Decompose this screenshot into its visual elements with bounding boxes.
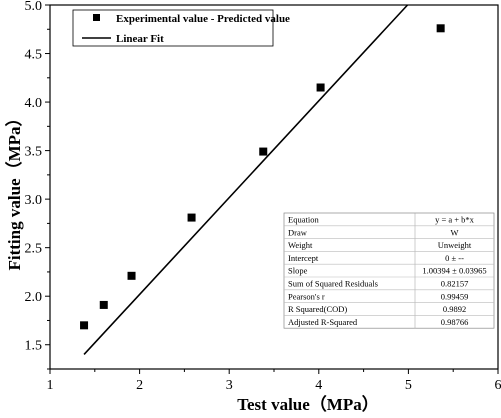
legend-label: Linear Fit	[116, 33, 164, 45]
stats-label: Sum of Squared Residuals	[288, 279, 378, 289]
stats-value: 0.99459	[441, 291, 469, 301]
x-tick-label: 3	[226, 378, 233, 393]
y-axis-title: Fitting value（MPa）	[4, 109, 24, 270]
stats-label: Equation	[288, 215, 319, 225]
x-tick-label: 6	[495, 378, 501, 393]
stats-label: Adjusted R-Squared	[288, 317, 358, 327]
stats-value: 0.9892	[443, 304, 466, 314]
stats-value: 1.00394 ± 0.03965	[422, 266, 486, 276]
y-tick-label: 5.0	[25, 0, 43, 14]
x-tick-label: 5	[405, 378, 412, 393]
stats-label: Pearson's r	[288, 291, 325, 301]
x-tick-label: 4	[315, 378, 322, 393]
stats-value: y = a + b*x	[435, 215, 475, 225]
data-point	[436, 24, 445, 33]
data-point	[99, 300, 108, 309]
y-axis-ticks: 1.5 2.0 2.5 3.0 3.5 4.0 4.5 5.0	[25, 0, 50, 370]
stats-value: 0.98766	[441, 317, 469, 327]
x-tick-label: 1	[47, 378, 54, 393]
data-point	[127, 271, 136, 280]
legend-marker-square	[93, 14, 100, 21]
legend-label: Experimental value - Predicted value	[116, 13, 290, 25]
stats-label: Weight	[288, 240, 313, 250]
legend: Experimental value - Predicted value Line…	[72, 9, 290, 47]
x-tick-label: 2	[136, 378, 143, 393]
y-tick-label: 1.5	[25, 339, 43, 354]
y-tick-label: 4.5	[25, 48, 43, 63]
fit-line-group	[83, 4, 409, 355]
stats-table: Equation y = a + b*x Draw W Weight Unweight In…	[283, 212, 495, 329]
data-point	[187, 213, 196, 222]
stats-label: Slope	[288, 266, 308, 276]
legend-box	[72, 9, 274, 47]
data-point	[259, 147, 268, 156]
y-tick-label: 2.0	[25, 290, 43, 305]
x-axis-title: Test value（MPa）	[237, 394, 379, 414]
y-tick-label: 3.5	[25, 145, 43, 160]
stats-value: W	[450, 227, 458, 237]
data-point	[80, 321, 89, 330]
data-points	[80, 24, 445, 330]
stats-value: 0.82157	[441, 279, 469, 289]
stats-label: R Squared(COD)	[288, 304, 347, 314]
stats-table-frame	[283, 212, 495, 329]
stats-value: Unweight	[438, 240, 472, 250]
x-axis-ticks: 1 2 3 4 5 6	[47, 369, 501, 393]
y-tick-label: 2.5	[25, 242, 43, 257]
stats-label: Draw	[288, 227, 308, 237]
stats-label: Intercept	[288, 253, 319, 263]
data-point	[316, 83, 325, 92]
linear-fit-line	[83, 4, 409, 355]
stats-value: 0 ± --	[445, 253, 464, 263]
y-tick-label: 3.0	[25, 193, 43, 208]
y-tick-label: 4.0	[25, 96, 43, 111]
